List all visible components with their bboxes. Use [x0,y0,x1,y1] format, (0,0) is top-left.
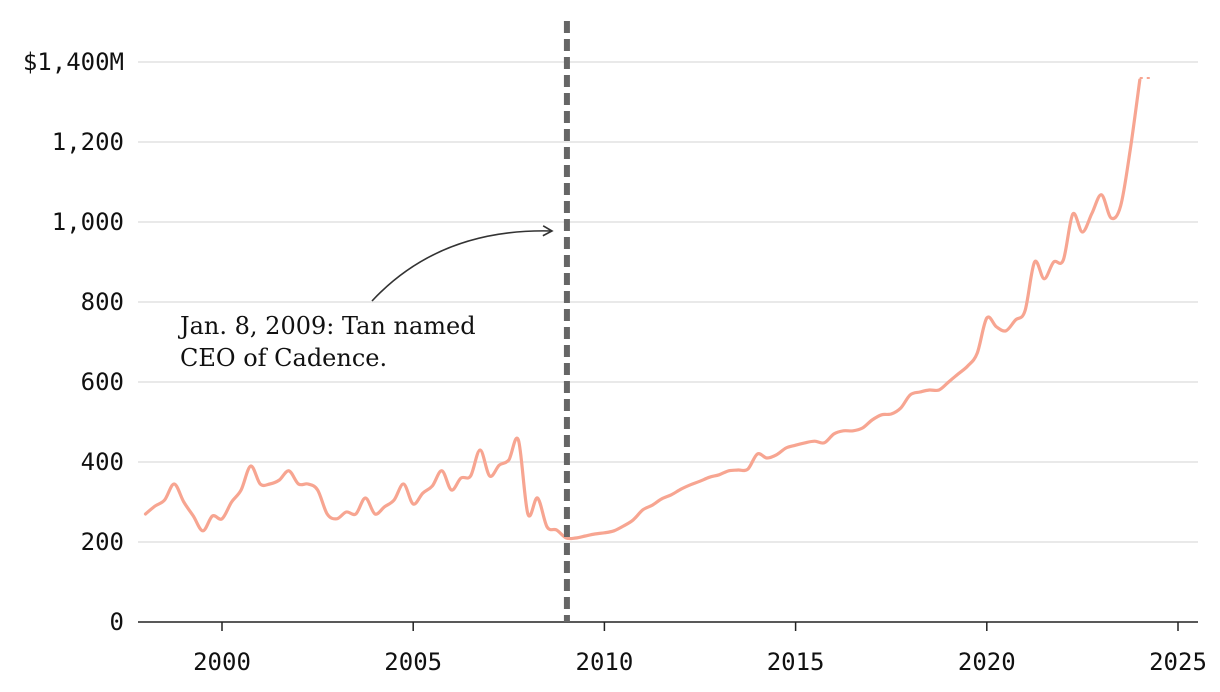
y-tick-label: 200 [81,528,124,556]
grid-lines [138,61,1198,623]
y-tick-label: 800 [81,288,124,316]
x-tick-label: 2000 [193,648,251,676]
y-tick-label: 600 [81,368,124,396]
x-tick-label: 2005 [384,648,442,676]
annotation-arrow [371,225,554,302]
series-layer [143,77,1154,541]
y-tick-label: 400 [81,448,124,476]
y-tick-label: 0 [110,608,124,636]
annotation-line-1: Jan. 8, 2009: Tan named [177,312,476,340]
annotation-line-2: CEO of Cadence. [180,344,387,372]
x-tick-label: 2020 [958,648,1016,676]
x-tick-label: 2010 [576,648,634,676]
y-tick-label: 1,200 [52,128,124,156]
y-axis-ticks: 0 200 400 600 800 1,000 1,200 $1,400M [23,48,124,636]
x-tick-label: 2015 [767,648,825,676]
y-tick-label: 1,000 [52,208,124,236]
annotation-layer: Jan. 8, 2009: Tan named CEO of Cadence. [177,225,554,372]
x-tick-label: 2025 [1149,648,1207,676]
y-tick-label: $1,400M [23,48,124,76]
revenue-series-line [143,78,1142,541]
x-axis-ticks: 2000 2005 2010 2015 2020 2025 [193,622,1207,676]
